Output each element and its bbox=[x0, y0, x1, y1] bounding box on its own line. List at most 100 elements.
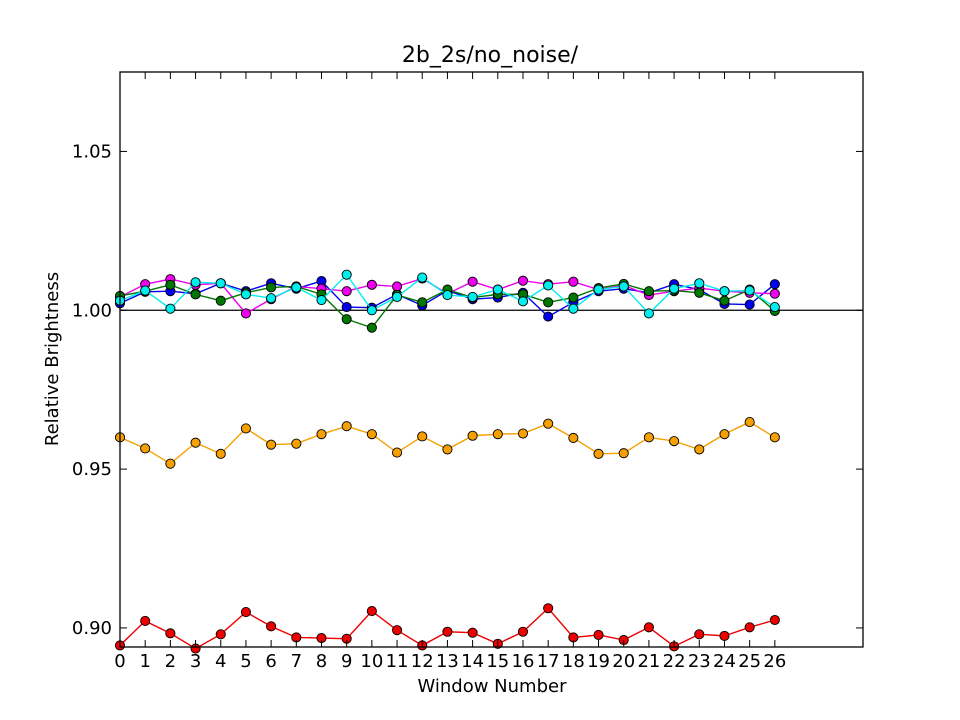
data-point bbox=[744, 299, 755, 310]
data-point bbox=[316, 295, 327, 306]
x-tick-label: 3 bbox=[190, 651, 201, 672]
data-point bbox=[744, 417, 755, 428]
x-tick-label: 19 bbox=[587, 651, 610, 672]
data-point bbox=[366, 279, 377, 290]
data-point bbox=[769, 288, 780, 299]
plot-area: 0 1 2 3 4 5 6 7 8 9 10 11 12 13 14 15 16 17 18 19 20 21 22 23 24… bbox=[72, 71, 864, 672]
data-point bbox=[316, 429, 327, 440]
data-point bbox=[568, 292, 579, 303]
data-point bbox=[341, 421, 352, 432]
x-tick-label: 5 bbox=[240, 651, 251, 672]
x-tick-label: 0 bbox=[114, 651, 125, 672]
x-tick-label: 22 bbox=[663, 651, 686, 672]
data-point bbox=[643, 286, 654, 297]
data-point bbox=[694, 444, 705, 455]
x-tick-label: 17 bbox=[537, 651, 560, 672]
data-point bbox=[492, 429, 503, 440]
x-tick-label: 18 bbox=[562, 651, 585, 672]
data-point bbox=[417, 272, 428, 283]
series-4 bbox=[114, 417, 780, 469]
x-tick-label: 21 bbox=[637, 651, 660, 672]
x-tick-label: 12 bbox=[411, 651, 434, 672]
data-point bbox=[266, 439, 277, 450]
data-point bbox=[719, 286, 730, 297]
data-point bbox=[669, 283, 680, 294]
data-point bbox=[618, 281, 629, 292]
data-point bbox=[291, 282, 302, 293]
data-point bbox=[392, 447, 403, 458]
data-point bbox=[240, 423, 251, 434]
data-point bbox=[442, 626, 453, 637]
x-tick-label: 2 bbox=[165, 651, 176, 672]
data-point bbox=[568, 276, 579, 287]
x-tick-label: 16 bbox=[512, 651, 535, 672]
data-point bbox=[215, 629, 226, 640]
data-point bbox=[492, 284, 503, 295]
series-3 bbox=[114, 269, 780, 319]
data-point bbox=[140, 285, 151, 296]
data-point bbox=[266, 282, 277, 293]
data-point bbox=[467, 276, 478, 287]
data-point bbox=[417, 431, 428, 442]
data-point bbox=[618, 448, 629, 459]
data-point bbox=[442, 444, 453, 455]
data-point bbox=[341, 286, 352, 297]
data-point bbox=[240, 607, 251, 618]
data-point bbox=[190, 277, 201, 288]
x-tick-label: 11 bbox=[386, 651, 409, 672]
x-tick-label: 4 bbox=[215, 651, 226, 672]
data-point bbox=[517, 428, 529, 439]
x-tick-label: 13 bbox=[436, 651, 459, 672]
data-point bbox=[543, 297, 554, 308]
x-tick-label: 20 bbox=[612, 651, 635, 672]
data-point bbox=[341, 302, 352, 313]
x-tick-label: 24 bbox=[713, 651, 736, 672]
data-point bbox=[543, 418, 554, 429]
data-point bbox=[366, 322, 377, 333]
data-point bbox=[769, 432, 780, 443]
data-point bbox=[341, 314, 352, 325]
data-point bbox=[392, 291, 403, 302]
x-tick-label: 23 bbox=[688, 651, 711, 672]
data-point bbox=[543, 280, 554, 291]
data-point bbox=[593, 284, 604, 295]
data-point bbox=[694, 629, 705, 640]
series-5 bbox=[114, 603, 780, 654]
x-tick-label: 14 bbox=[461, 651, 484, 672]
data-point bbox=[467, 627, 478, 638]
data-point bbox=[517, 296, 529, 307]
data-point bbox=[568, 432, 579, 444]
data-point bbox=[643, 622, 654, 633]
data-point bbox=[215, 448, 226, 459]
data-point bbox=[240, 308, 251, 319]
data-point bbox=[669, 436, 680, 447]
data-point bbox=[744, 622, 755, 633]
x-tick-label: 1 bbox=[139, 651, 150, 672]
data-point bbox=[417, 297, 428, 308]
data-point bbox=[769, 279, 780, 290]
data-point bbox=[593, 629, 604, 640]
data-point bbox=[694, 287, 705, 298]
y-tick-label: 1.05 bbox=[72, 141, 112, 162]
data-point bbox=[215, 295, 226, 306]
data-point bbox=[190, 437, 201, 448]
data-point bbox=[517, 626, 529, 637]
x-tick-label: 10 bbox=[360, 651, 383, 672]
x-tick-label: 9 bbox=[341, 651, 352, 672]
data-point bbox=[140, 615, 151, 627]
data-point bbox=[769, 302, 780, 313]
data-point bbox=[266, 621, 277, 632]
y-tick-label: 1.00 bbox=[72, 300, 112, 321]
data-point bbox=[165, 458, 176, 469]
data-point bbox=[240, 289, 251, 300]
data-point bbox=[719, 429, 730, 440]
x-tick-label: 25 bbox=[738, 651, 761, 672]
x-axis-title: Window Number bbox=[417, 676, 567, 697]
data-point bbox=[165, 628, 176, 639]
data-point bbox=[366, 606, 377, 617]
data-point bbox=[643, 308, 654, 319]
data-point bbox=[568, 303, 579, 314]
data-point bbox=[165, 303, 176, 314]
